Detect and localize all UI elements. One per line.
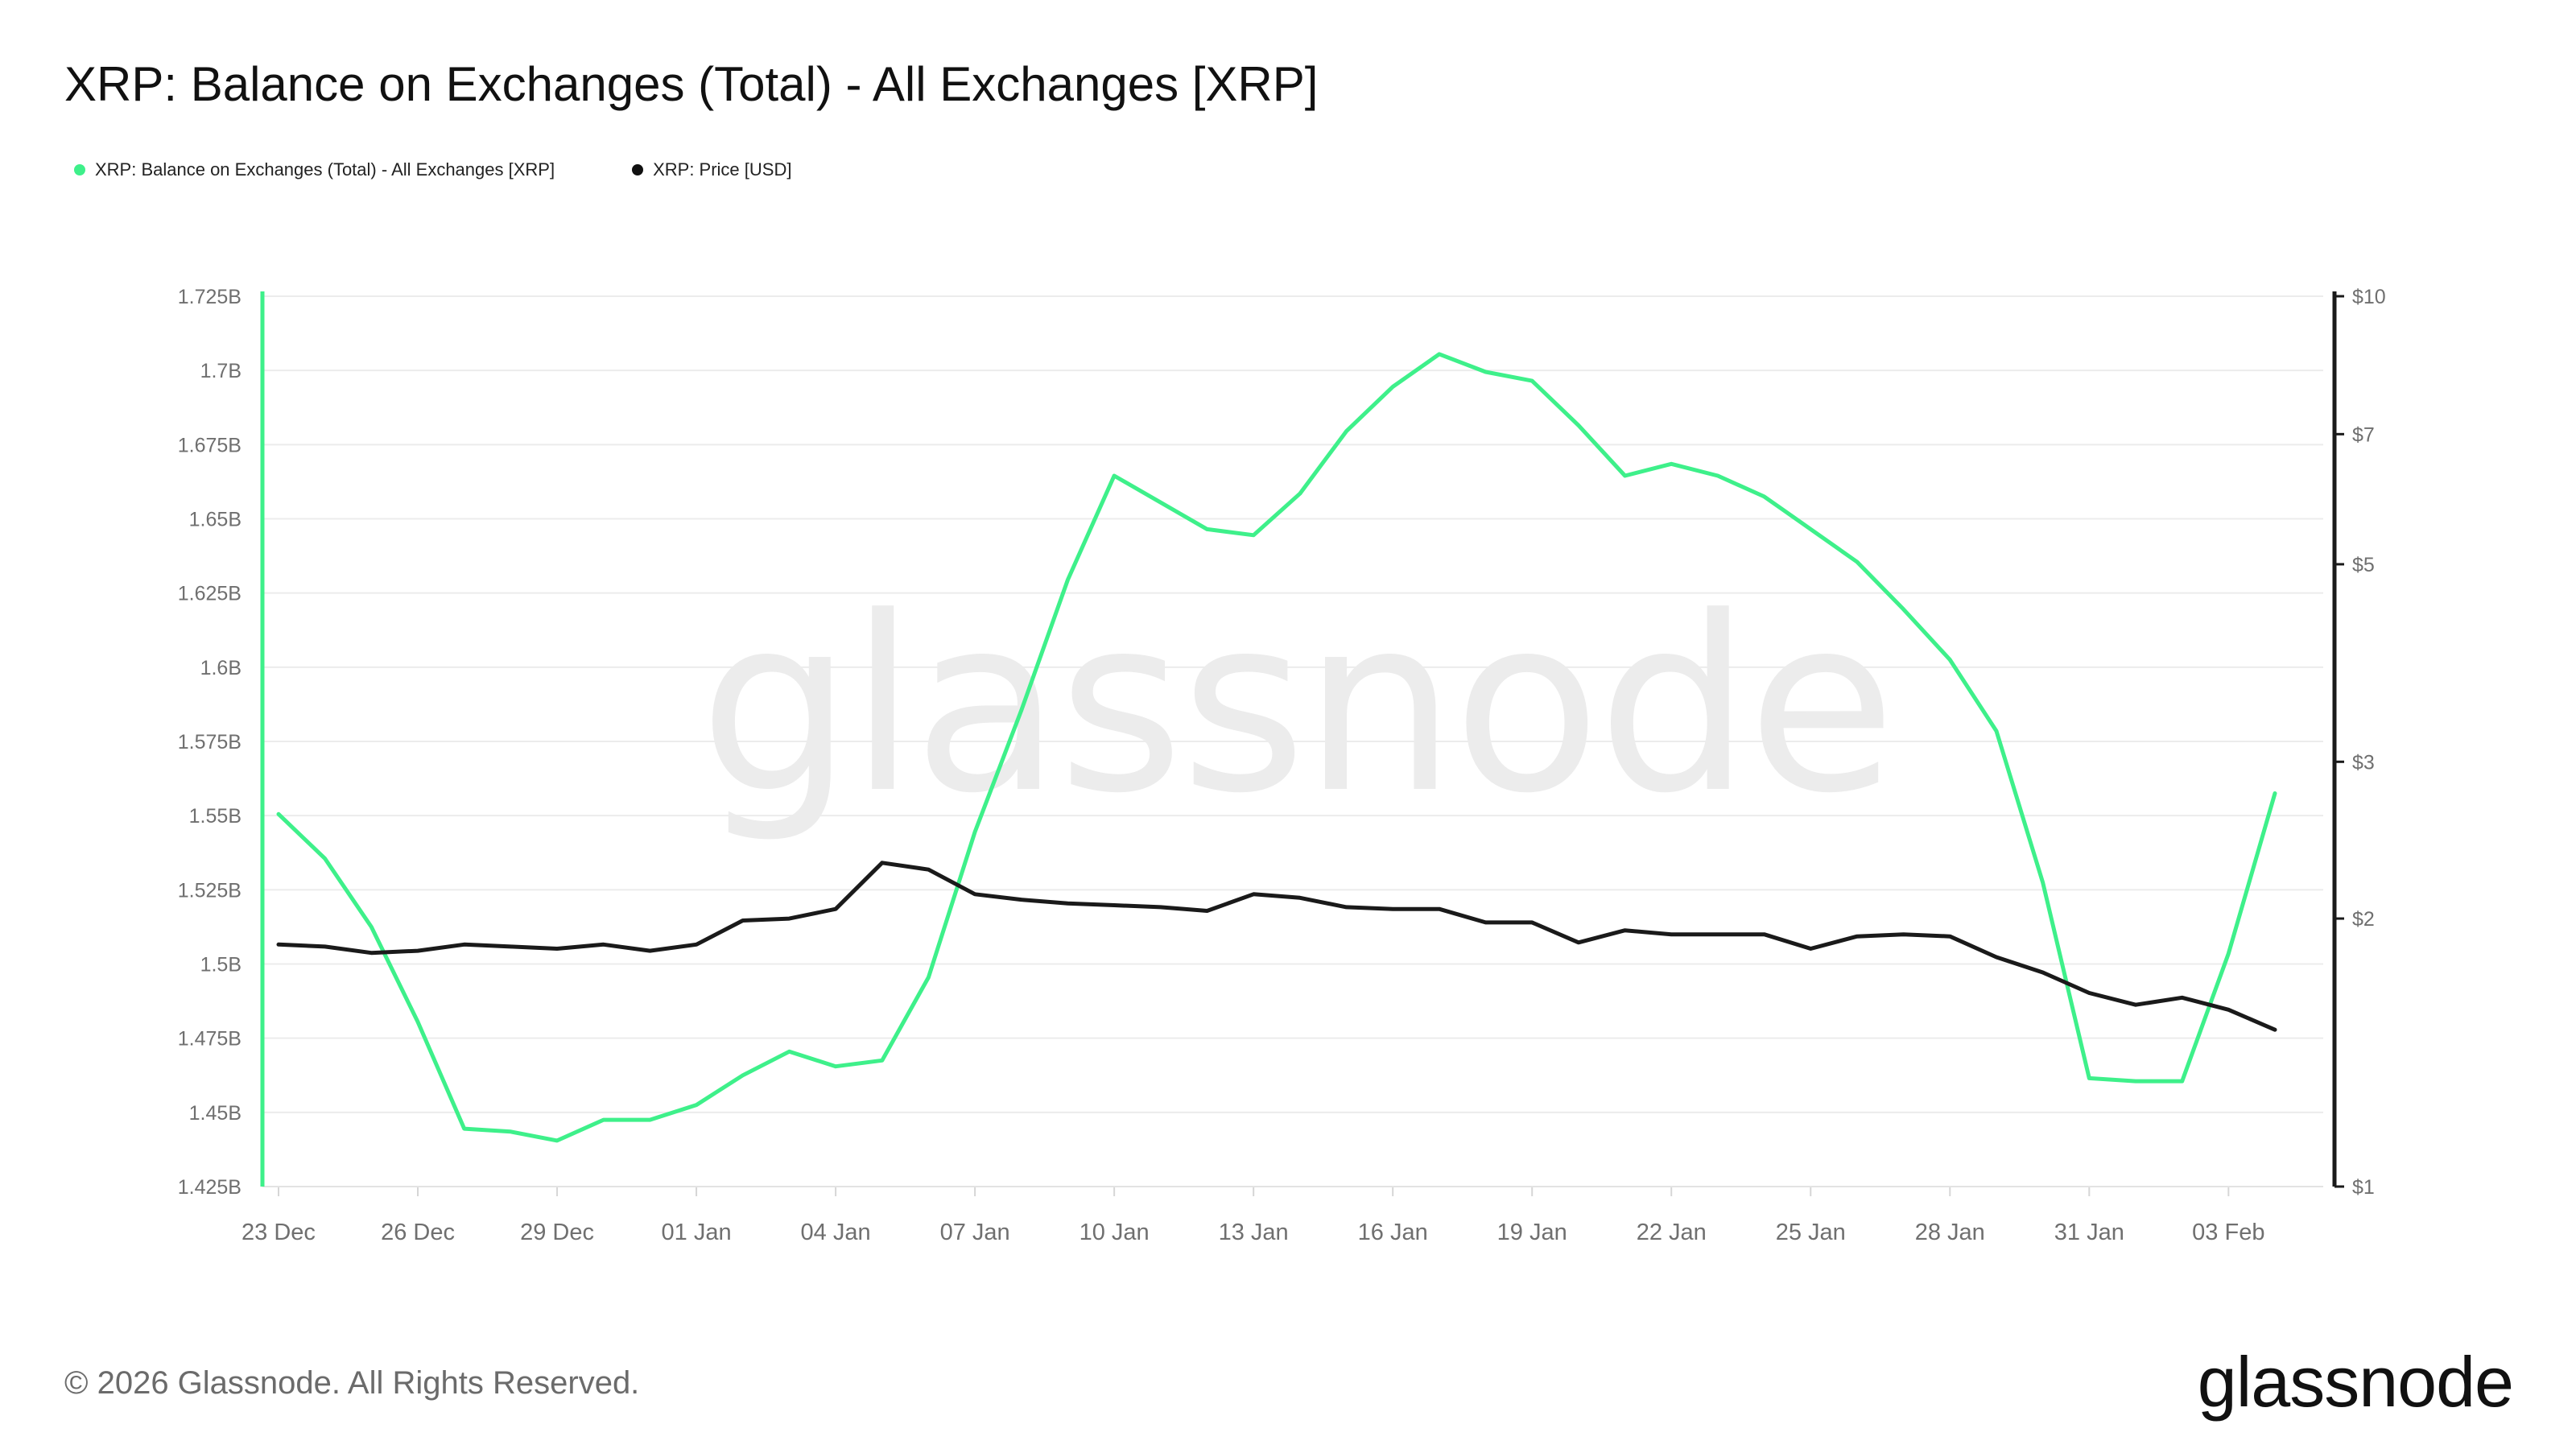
x-tick-label: 28 Jan bbox=[1915, 1220, 1985, 1245]
x-tick-label: 16 Jan bbox=[1358, 1220, 1428, 1245]
y-right-tick-label: $2 bbox=[2352, 908, 2375, 931]
y-left-tick-label: 1.475B bbox=[178, 1028, 242, 1051]
x-tick-label: 04 Jan bbox=[801, 1220, 871, 1245]
x-tick-label: 07 Jan bbox=[940, 1220, 1010, 1245]
chart-legend: XRP: Balance on Exchanges (Total) - All … bbox=[74, 159, 869, 180]
legend-item-price[interactable]: XRP: Price [USD] bbox=[632, 159, 791, 180]
y-left-tick-label: 1.65B bbox=[189, 509, 242, 531]
chart-title: XRP: Balance on Exchanges (Total) - All … bbox=[64, 57, 1319, 111]
x-tick-label: 23 Dec bbox=[242, 1220, 316, 1245]
x-tick-label: 25 Jan bbox=[1776, 1220, 1846, 1245]
y-left-tick-label: 1.725B bbox=[178, 286, 242, 308]
x-tick-label: 31 Jan bbox=[2054, 1220, 2124, 1245]
x-tick-label: 01 Jan bbox=[662, 1220, 732, 1245]
y-left-tick-label: 1.5B bbox=[200, 954, 242, 976]
legend-dot-price bbox=[632, 164, 644, 175]
y-right-tick-label: $7 bbox=[2352, 423, 2375, 446]
series-line-price bbox=[276, 861, 2277, 1032]
y-left-tick-label: 1.45B bbox=[189, 1102, 242, 1125]
legend-label-price: XRP: Price [USD] bbox=[653, 159, 792, 180]
x-tick-label: 10 Jan bbox=[1080, 1220, 1150, 1245]
y-right-tick-label: $3 bbox=[2352, 751, 2375, 774]
y-left-tick-label: 1.575B bbox=[178, 731, 242, 753]
y-left-tick-label: 1.525B bbox=[178, 879, 242, 902]
x-tick-label: 19 Jan bbox=[1497, 1220, 1567, 1245]
y-left-tick-label: 1.425B bbox=[178, 1176, 242, 1199]
y-left-tick-label: 1.675B bbox=[178, 434, 242, 456]
legend-label-balance: XRP: Balance on Exchanges (Total) - All … bbox=[95, 159, 555, 180]
copyright-footer: © 2026 Glassnode. All Rights Reserved. bbox=[64, 1365, 640, 1401]
legend-item-balance[interactable]: XRP: Balance on Exchanges (Total) - All … bbox=[74, 159, 555, 180]
x-tick-label: 13 Jan bbox=[1219, 1220, 1289, 1245]
y-left-tick-label: 1.55B bbox=[189, 805, 242, 828]
y-right-tick-label: $5 bbox=[2352, 554, 2375, 576]
x-tick-label: 26 Dec bbox=[381, 1220, 455, 1245]
y-right-tick-label: $10 bbox=[2352, 286, 2386, 308]
y-right-tick-label: $1 bbox=[2352, 1176, 2375, 1199]
x-tick-label: 03 Feb bbox=[2192, 1220, 2264, 1245]
watermark: glassnode bbox=[700, 565, 1893, 846]
y-left-tick-label: 1.625B bbox=[178, 583, 242, 605]
x-tick-label: 29 Dec bbox=[520, 1220, 594, 1245]
x-tick-label: 22 Jan bbox=[1637, 1220, 1707, 1245]
y-left-tick-label: 1.7B bbox=[200, 360, 242, 382]
legend-dot-balance bbox=[74, 164, 85, 175]
series-line-balance bbox=[276, 352, 2277, 1143]
y-left-tick-label: 1.6B bbox=[200, 657, 242, 679]
brand-logo: glassnode bbox=[2197, 1342, 2514, 1422]
